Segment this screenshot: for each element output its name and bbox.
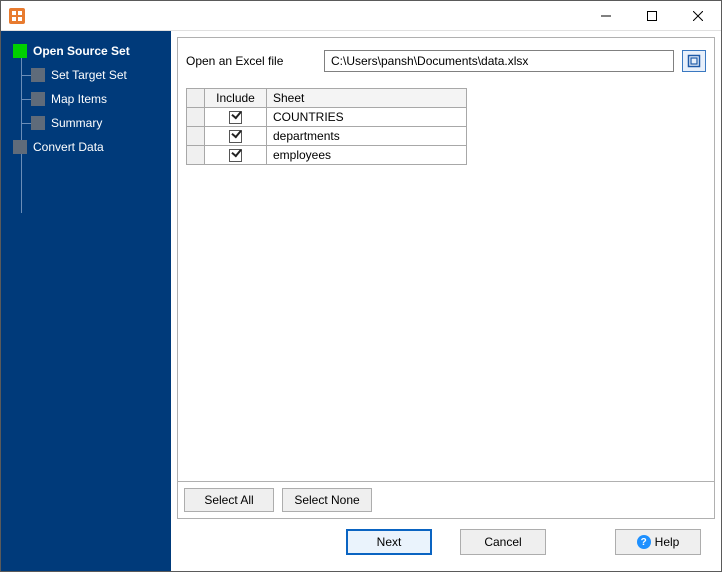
nav-step-box — [31, 92, 45, 106]
select-all-button[interactable]: Select All — [184, 488, 274, 512]
nav-step-set-target-set[interactable]: Set Target Set — [1, 63, 171, 87]
nav-step-box — [13, 44, 27, 58]
include-cell[interactable] — [205, 108, 267, 127]
wizard-footer: Next Cancel ? Help — [177, 519, 715, 565]
sheets-grid-wrap: Include Sheet COUNTRIESdepartmentsemploy… — [178, 88, 714, 481]
titlebar — [1, 1, 721, 31]
include-checkbox[interactable] — [229, 149, 242, 162]
select-none-button[interactable]: Select None — [282, 488, 372, 512]
next-button[interactable]: Next — [346, 529, 432, 555]
maximize-button[interactable] — [629, 1, 675, 31]
nav-step-label: Set Target Set — [51, 68, 127, 82]
cancel-button[interactable]: Cancel — [460, 529, 546, 555]
source-panel: Open an Excel file I — [177, 37, 715, 519]
browse-button[interactable] — [682, 50, 706, 72]
sheet-cell[interactable]: COUNTRIES — [267, 108, 467, 127]
nav-step-label: Convert Data — [33, 140, 104, 154]
app-icon — [9, 8, 25, 24]
nav-step-convert-data[interactable]: Convert Data — [1, 135, 171, 159]
nav-step-box — [13, 140, 27, 154]
nav-step-label: Open Source Set — [33, 44, 130, 58]
nav-step-summary[interactable]: Summary — [1, 111, 171, 135]
col-header-sheet[interactable]: Sheet — [267, 89, 467, 108]
include-cell[interactable] — [205, 127, 267, 146]
grid-corner — [187, 89, 205, 108]
nav-step-box — [31, 68, 45, 82]
nav-step-open-source-set[interactable]: Open Source Set — [1, 39, 171, 63]
row-handle[interactable] — [187, 146, 205, 165]
file-path-input[interactable] — [324, 50, 674, 72]
include-cell[interactable] — [205, 146, 267, 165]
include-checkbox[interactable] — [229, 111, 242, 124]
browse-icon — [687, 54, 701, 68]
file-row: Open an Excel file — [178, 38, 714, 88]
wizard-nav-sidebar: Open Source Set Set Target Set Map Items Su… — [1, 31, 171, 571]
nav-step-box — [31, 116, 45, 130]
nav-step-label: Summary — [51, 116, 102, 130]
nav-step-map-items[interactable]: Map Items — [1, 87, 171, 111]
sheet-cell[interactable]: employees — [267, 146, 467, 165]
table-row[interactable]: COUNTRIES — [187, 108, 467, 127]
file-label: Open an Excel file — [186, 54, 316, 68]
wizard-window: Open Source Set Set Target Set Map Items Su… — [0, 0, 722, 572]
help-icon: ? — [637, 535, 651, 549]
help-button-label: Help — [655, 535, 680, 549]
include-checkbox[interactable] — [229, 130, 242, 143]
select-buttons-row: Select All Select None — [178, 481, 714, 518]
row-handle[interactable] — [187, 127, 205, 146]
sheets-grid: Include Sheet COUNTRIESdepartmentsemploy… — [186, 88, 467, 165]
sheet-cell[interactable]: departments — [267, 127, 467, 146]
close-button[interactable] — [675, 1, 721, 31]
content-area: Open an Excel file I — [171, 31, 721, 571]
table-row[interactable]: departments — [187, 127, 467, 146]
col-header-include[interactable]: Include — [205, 89, 267, 108]
minimize-button[interactable] — [583, 1, 629, 31]
row-handle[interactable] — [187, 108, 205, 127]
table-row[interactable]: employees — [187, 146, 467, 165]
help-button[interactable]: ? Help — [615, 529, 701, 555]
nav-step-label: Map Items — [51, 92, 107, 106]
